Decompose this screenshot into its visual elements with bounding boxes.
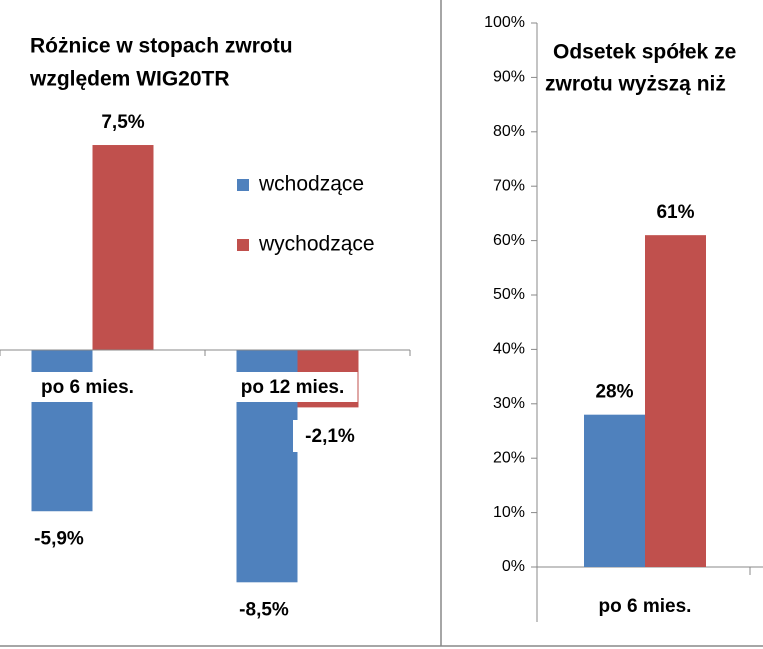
legend-label: wchodzące (258, 173, 364, 196)
value-label: 28% (595, 382, 633, 403)
y-tick-label: 100% (484, 14, 525, 31)
y-tick-label: 70% (493, 177, 525, 194)
legend-swatch (237, 179, 249, 191)
chart-title: zwrotu wyższą niż (545, 73, 726, 96)
chart-title: Odsetek spółek ze (553, 41, 736, 64)
chart-title: względem WIG20TR (29, 68, 230, 91)
label-background (293, 420, 363, 452)
label-background (227, 372, 358, 402)
bar (92, 145, 154, 350)
x-tick-label: po 6 mies. (41, 377, 134, 398)
legend-swatch (237, 239, 249, 251)
y-tick-label: 40% (493, 341, 525, 358)
y-tick-label: 80% (493, 123, 525, 140)
y-tick-label: 20% (493, 449, 525, 466)
bar (645, 235, 706, 567)
value-label: -5,9% (34, 528, 84, 549)
x-tick-label: po 6 mies. (599, 596, 692, 617)
y-tick-label: 10% (493, 504, 525, 521)
bar (584, 414, 645, 567)
label-background (22, 372, 153, 402)
y-tick-label: 0% (502, 558, 525, 575)
y-tick-label: 60% (493, 232, 525, 249)
x-tick-label: po 12 mies. (241, 377, 345, 398)
chart-title: Różnice w stopach zwrotu (30, 35, 293, 58)
value-label: 7,5% (101, 112, 144, 133)
value-label: -8,5% (239, 599, 289, 620)
y-tick-label: 50% (493, 286, 525, 303)
value-label: -2,1% (305, 426, 355, 447)
legend-label: wychodzące (258, 233, 375, 256)
y-tick-label: 90% (493, 69, 525, 86)
value-label: 61% (656, 202, 694, 223)
y-tick-label: 30% (493, 395, 525, 412)
